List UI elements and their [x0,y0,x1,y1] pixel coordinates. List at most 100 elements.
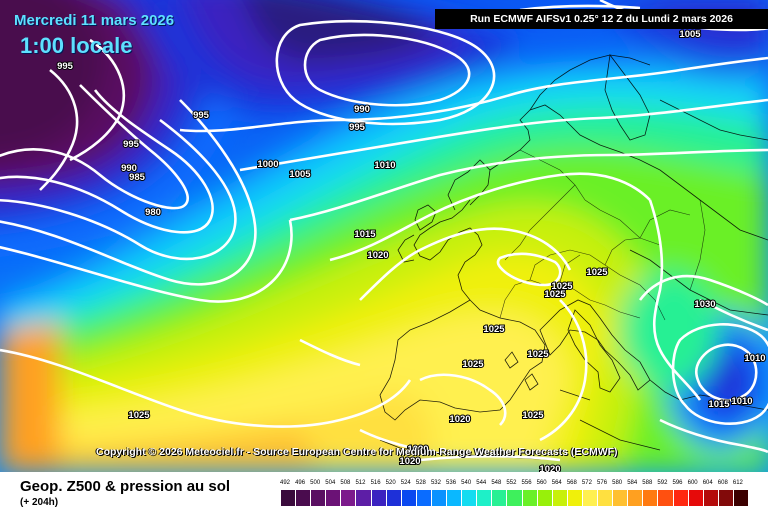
isobar-label: 1030 [694,299,715,310]
legend-color-swatch [643,490,659,506]
isobar-label: 990 [354,104,370,115]
isobar-label: 1000 [257,159,278,170]
forecast-local-time: 1:00 locale [20,33,133,58]
legend-tick-label: 508 [340,480,351,486]
isobar-label: 1020 [407,444,428,455]
color-legend: 492 496 500 504 508 512 516 520 524 528 532 536 540 5… [279,480,749,510]
forecast-range: (+ 204h) [20,497,59,508]
isobar-label: 995 [193,110,210,121]
legend-color-swatch [281,490,297,506]
legend-tick-label: 576 [597,480,608,486]
legend-color-swatch [401,490,417,506]
isobar-label: 995 [57,61,74,72]
legend-color-swatch [416,490,432,506]
isobar-label: 1025 [483,324,505,335]
legend-tick-label: 572 [581,480,592,486]
legend-color-swatch [598,490,614,506]
legend-tick-label: 496 [295,480,306,486]
isobar-label: 1025 [544,289,566,300]
copyright-notice: Copyright © 2026 Meteociel.fr - Source E… [96,446,618,458]
legend-color-swatch [703,490,719,506]
legend-color-swatch [386,490,402,506]
isobar-label: 1020 [367,250,388,261]
legend-color-swatch [613,490,629,506]
legend-color-swatch [688,490,704,506]
legend-color-swatch [507,490,523,506]
legend-tick-label: 536 [446,480,457,486]
isobar-label: 990 [121,163,137,174]
legend-tick-label: 600 [687,480,698,486]
legend-tick-label: 596 [672,480,683,486]
legend-tick-label: 500 [310,480,321,486]
isobar-label: 1005 [679,29,701,40]
isobar-label: 1020 [539,464,560,472]
run-info: Run ECMWF AIFSv1 0.25° 12 Z du Lundi 2 m… [435,9,768,29]
isobar-label: 1025 [128,410,150,421]
map-canvas: 1005 995 995 995 990 985 980 990 995 100… [0,0,768,472]
legend-color-swatch [567,490,583,506]
legend-color-swatch [718,490,734,506]
legend-tick-label: 540 [461,480,472,486]
legend-color-swatch [462,490,478,506]
legend-tick-label: 528 [415,480,426,486]
legend-color-swatch [356,490,372,506]
legend-tick-label: 568 [566,480,577,486]
isobar-label: 1020 [449,414,470,425]
isobar-labels: 1005 995 995 995 990 985 980 990 995 100… [56,28,767,472]
legend-color-swatch [582,490,599,506]
legend-color-swatch [296,490,312,506]
forecast-date: Mercredi 11 mars 2026 [14,12,175,29]
legend-tick-label: 512 [355,480,366,486]
legend-tick-label: 524 [400,480,411,486]
isobar-label: 1025 [586,267,608,278]
isobar-label: 1025 [462,359,484,370]
legend-color-swatch [341,490,357,506]
legend-tick-label: 580 [612,480,623,486]
legend-color-swatch [658,490,674,506]
legend-tick-label: 592 [657,480,668,486]
legend-tick-label: 520 [385,480,396,486]
legend-color-swatch [673,490,689,506]
isobar-label: 1025 [551,281,573,292]
legend-tick-label: 532 [430,480,441,486]
legend-color-swatch [477,490,493,506]
legend-tick-label: 608 [717,480,728,486]
isobar-label: 985 [129,172,146,183]
isobars [0,0,768,460]
legend-tick-label: 516 [370,480,381,486]
legend-tick-label: 548 [491,480,502,486]
isobar-label: 1010 [744,353,765,364]
isobar-label: 1005 [289,169,311,180]
legend-color-swatch [552,490,568,506]
isobar-label: 995 [349,122,366,133]
legend-color-swatch [733,490,749,506]
isobar-label: 995 [123,139,140,150]
legend-tick-label: 604 [702,480,713,486]
map-title: Geop. Z500 & pression au sol [20,478,231,495]
map-area: 1005 995 995 995 990 985 980 990 995 100… [0,0,768,472]
legend-tick-label: 492 [279,480,291,486]
legend-color-swatch [311,490,327,506]
footer: Geop. Z500 & pression au sol (+ 204h) 49… [0,472,768,512]
isobar-label: 1015 [708,399,730,410]
legend-tick-label: 552 [506,480,517,486]
isobar-label: 1020 [399,456,420,467]
isobar-label: 1015 [354,229,376,240]
legend-color-swatch [537,490,553,506]
legend-tick-label: 564 [551,480,562,486]
isobar-label: 1010 [731,396,752,407]
legend-tick-label: 588 [642,480,653,486]
legend-tick-label: 544 [476,480,487,486]
isobar-label: 980 [145,207,161,218]
legend-color-swatch [447,490,463,506]
borders [499,149,706,321]
coastlines [379,53,768,461]
legend-tick-label: 612 [732,480,743,486]
legend-color-swatch [628,490,644,506]
isobar-label: 1010 [374,160,395,171]
legend-color-swatch [326,490,342,506]
legend-color-swatch [371,490,387,506]
legend-tick-label: 560 [536,480,547,486]
isobar-label: 1025 [527,349,549,360]
